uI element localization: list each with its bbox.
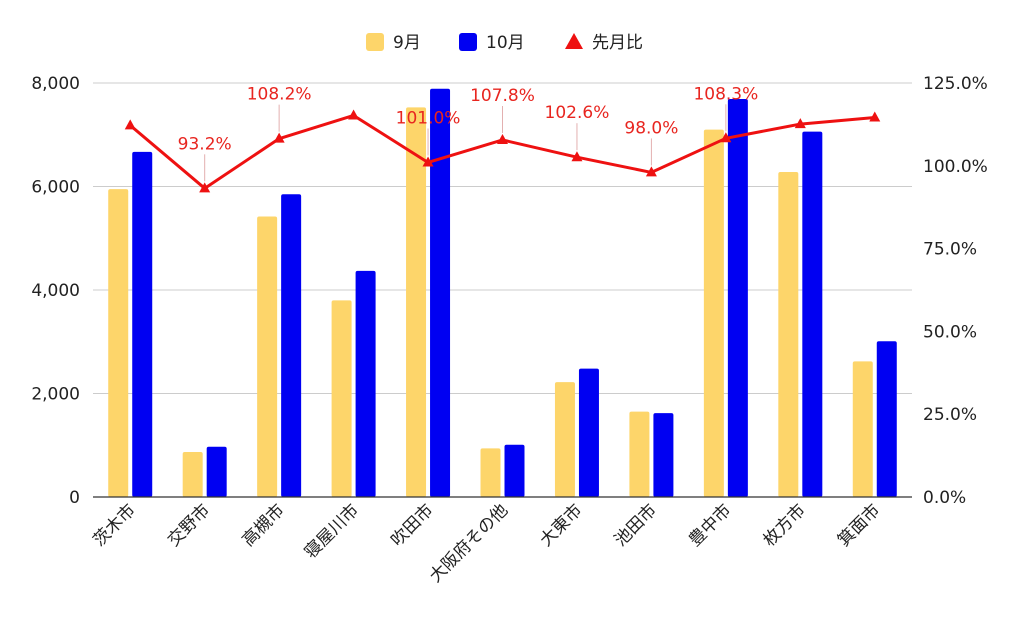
ratio-point <box>869 111 881 122</box>
bar-sep <box>852 361 873 497</box>
ratio-point <box>571 151 583 162</box>
y-tick-label: 6,000 <box>31 178 80 198</box>
legend: 9月 10月 先月比 <box>366 33 643 53</box>
bar-oct <box>876 341 897 497</box>
bar-oct <box>727 99 748 497</box>
ratio-point <box>422 156 434 167</box>
bar-oct <box>430 88 451 497</box>
y-tick-label: 4,000 <box>31 281 80 301</box>
bars <box>108 88 897 497</box>
bar-oct <box>802 131 823 497</box>
ratio-point <box>199 182 211 193</box>
data-label: 101.0% <box>396 108 461 128</box>
axes: 0 2,000 4,000 6,000 8,000 0.0% 25.0% 50.0% 75.0%… <box>31 74 988 587</box>
category-label: 吹田市 <box>387 500 437 550</box>
y-tick-label: 8,000 <box>31 74 80 94</box>
bar-oct <box>206 446 227 497</box>
bar-oct <box>578 368 599 497</box>
ratio-point <box>794 118 806 129</box>
ratio-point <box>645 166 657 177</box>
category-label: 枚方市 <box>760 500 810 550</box>
bar-sep <box>182 451 203 497</box>
legend-label: 9月 <box>393 33 421 53</box>
category-label: 交野市 <box>164 500 214 550</box>
bar-oct <box>281 194 302 497</box>
ratio-point <box>348 109 360 120</box>
legend-swatch <box>366 33 384 51</box>
data-labels: 93.2% 108.2% 101.0% 107.8% 102.6% 98.0% 108.3% <box>178 84 758 182</box>
y2-tick-label: 50.0% <box>923 322 977 342</box>
y2-tick-label: 125.0% <box>923 74 988 94</box>
y2-tick-label: 75.0% <box>923 240 977 260</box>
legend-label: 10月 <box>486 33 525 53</box>
bar-oct <box>355 270 376 497</box>
y2-tick-label: 100.0% <box>923 157 988 177</box>
bar-sep <box>480 448 501 497</box>
bar-sep <box>554 382 575 497</box>
data-label: 108.2% <box>247 85 312 105</box>
bar-oct <box>504 444 525 497</box>
bar-sep <box>703 129 724 497</box>
data-label: 93.2% <box>178 134 232 154</box>
bar-sep <box>331 300 352 497</box>
category-label: 箕面市 <box>834 500 884 550</box>
category-label: 寝屋川市 <box>300 500 363 563</box>
y2-tick-label: 0.0% <box>923 488 966 508</box>
legend-triangle-icon <box>565 33 583 49</box>
bar-oct <box>132 151 153 497</box>
data-label: 108.3% <box>693 84 758 104</box>
ratio-point <box>124 119 136 130</box>
category-label: 豊中市 <box>685 500 735 550</box>
bar-sep <box>778 172 799 497</box>
bar-sep <box>406 107 427 497</box>
bar-sep <box>108 189 129 497</box>
data-label: 107.8% <box>470 86 535 106</box>
bar-oct <box>653 413 674 497</box>
y-tick-label: 0 <box>69 488 80 508</box>
category-label: 大阪府その他 <box>426 500 512 586</box>
category-label: 大東市 <box>536 500 586 550</box>
legend-swatch <box>459 33 477 51</box>
bar-sep <box>257 216 278 497</box>
ratio-point <box>273 132 285 143</box>
gridlines <box>93 82 912 394</box>
category-label: 茨木市 <box>90 500 140 550</box>
ratio-point <box>497 133 508 144</box>
y-tick-label: 2,000 <box>31 385 80 405</box>
category-label: 池田市 <box>611 500 661 550</box>
data-label: 102.6% <box>545 103 610 123</box>
category-label: 高槻市 <box>238 500 288 550</box>
data-label: 98.0% <box>624 118 678 138</box>
legend-label: 先月比 <box>592 33 643 53</box>
ratio-line <box>124 109 881 193</box>
bar-sep <box>629 411 650 497</box>
y2-tick-label: 25.0% <box>923 405 977 425</box>
ratio-point <box>720 132 732 143</box>
